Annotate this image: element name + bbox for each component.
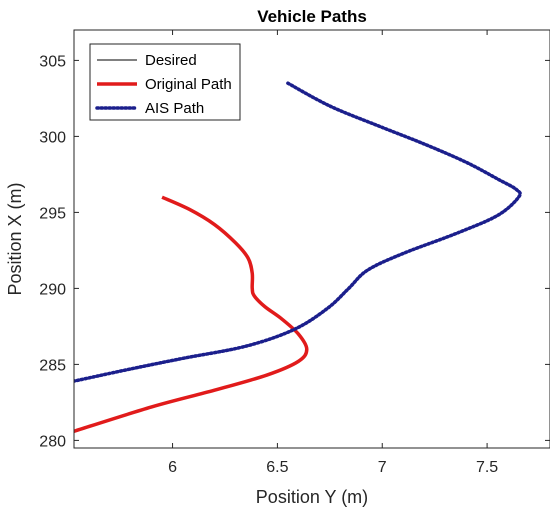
legend: Desired Original Path AIS Path	[89, 43, 241, 121]
chart-title: Vehicle Paths	[257, 7, 367, 26]
x-axis: 6 6.5 7 7.5	[168, 30, 498, 476]
plot-area-frame	[73, 29, 550, 449]
y-tick-label: 300	[39, 129, 66, 146]
y-tick-label: 280	[39, 433, 66, 450]
y-tick-label: 290	[39, 281, 66, 298]
x-axis-label: Position Y (m)	[256, 487, 368, 507]
x-tick-label: 6.5	[266, 459, 288, 476]
y-tick-label: 305	[39, 53, 66, 70]
y-axis-label: Position X (m)	[5, 182, 25, 295]
x-tick-label: 6	[168, 459, 177, 476]
y-axis: 280 285 290 295 300 305	[39, 53, 550, 450]
series-layer	[74, 81, 522, 433]
x-tick-label: 7	[378, 459, 387, 476]
legend-label-ais: AIS Path	[145, 100, 204, 117]
legend-label-original: Original Path	[145, 76, 232, 93]
legend-label-desired: Desired	[145, 52, 197, 69]
y-tick-label: 285	[39, 357, 66, 374]
series-line-ais-path	[74, 81, 522, 383]
y-tick-label: 295	[39, 205, 66, 222]
series-line-original-path	[74, 195, 309, 433]
x-tick-label: 7.5	[476, 459, 498, 476]
